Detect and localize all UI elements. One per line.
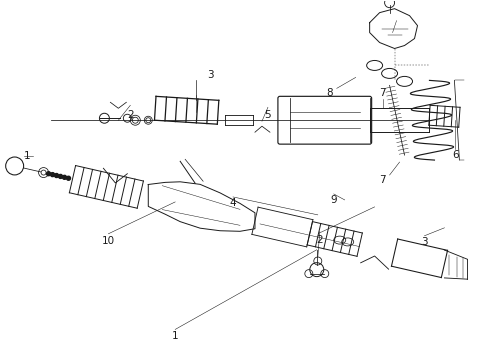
Text: 4: 4 [230, 198, 236, 208]
Circle shape [63, 175, 67, 179]
Circle shape [54, 174, 58, 177]
Circle shape [58, 175, 63, 179]
Text: 1: 1 [24, 151, 31, 161]
Text: 1: 1 [172, 332, 178, 341]
Text: 9: 9 [330, 195, 337, 205]
Text: 5: 5 [265, 110, 271, 120]
Text: 8: 8 [326, 88, 333, 98]
Circle shape [47, 172, 50, 176]
Text: 2: 2 [127, 110, 134, 120]
Text: 3: 3 [421, 237, 428, 247]
Text: 7: 7 [379, 88, 386, 98]
Circle shape [50, 172, 54, 177]
Text: 10: 10 [102, 236, 115, 246]
Text: 7: 7 [379, 175, 386, 185]
Text: 2: 2 [317, 235, 323, 245]
Circle shape [67, 176, 71, 180]
Text: 6: 6 [452, 150, 459, 160]
Text: 3: 3 [207, 71, 214, 80]
